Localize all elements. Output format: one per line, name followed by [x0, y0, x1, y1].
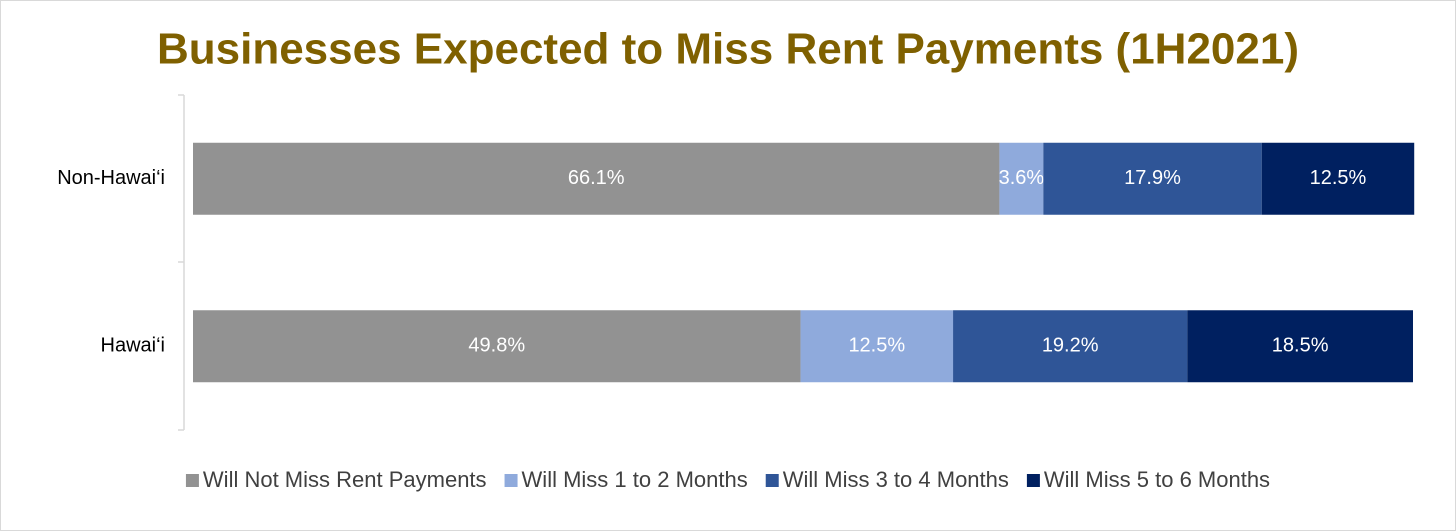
chart-title: Businesses Expected to Miss Rent Payment…	[157, 25, 1299, 74]
data-label: 3.6%	[999, 167, 1045, 189]
legend-swatch	[504, 474, 518, 487]
legend-label: Will Miss 5 to 6 Months	[1044, 467, 1270, 492]
bar-segment	[1043, 142, 1262, 215]
legend-label: Will Miss 3 to 4 Months	[783, 467, 1009, 492]
y-tick-label: Non-Hawai‘i	[57, 167, 165, 189]
data-label: 12.5%	[1310, 167, 1367, 189]
data-label: 49.8%	[468, 335, 525, 357]
legend-swatch	[1026, 474, 1040, 487]
legend-label: Will Not Miss Rent Payments	[203, 467, 487, 492]
bar-segment	[1261, 142, 1415, 215]
category-axis	[178, 94, 185, 431]
data-label: 66.1%	[568, 167, 625, 189]
y-tick-label: Hawai‘i	[101, 335, 165, 357]
legend-label: Will Miss 1 to 2 Months	[522, 467, 748, 492]
data-label: 12.5%	[848, 335, 905, 357]
data-label: 17.9%	[1124, 167, 1181, 189]
bar-segment	[999, 142, 1044, 215]
data-label: 19.2%	[1042, 335, 1099, 357]
legend-swatch	[765, 474, 779, 487]
bar-segment	[800, 310, 954, 383]
legend-swatch	[185, 474, 199, 487]
bar-segment	[193, 142, 1000, 215]
data-label: 18.5%	[1272, 335, 1329, 357]
bar-segment	[1187, 310, 1413, 383]
bar-segment	[953, 310, 1188, 383]
bar-segment	[193, 310, 801, 383]
